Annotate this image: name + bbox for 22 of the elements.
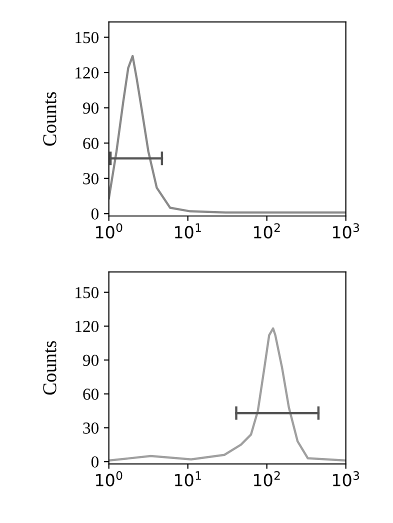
x-tick-label: 10$^{3}$ xyxy=(333,471,360,486)
y-tick-label: 150 xyxy=(76,32,99,44)
y-tick-label: 30 xyxy=(83,173,99,184)
y-tick-label: 150 xyxy=(76,286,99,298)
y-tick-label: 90 xyxy=(83,102,99,114)
x-tick-label: 10$^{2}$ xyxy=(254,471,280,486)
y-axis-title: Counts xyxy=(43,92,56,146)
y-axis-title: Counts xyxy=(43,341,56,395)
x-tick-label: 10$^{0}$ xyxy=(96,223,122,238)
x-tick-label: 10$^{1}$ xyxy=(175,471,201,486)
y-tick-label: 30 xyxy=(83,422,99,434)
y-tick-label: 0 xyxy=(91,208,99,220)
y-tick-label: 120 xyxy=(76,320,99,332)
y-tick-label: 60 xyxy=(83,388,99,400)
y-tick-label: 90 xyxy=(83,354,99,366)
y-tick-label: 0 xyxy=(91,456,99,468)
x-tick-label: 10$^{0}$ xyxy=(96,471,122,486)
y-tick-label: 60 xyxy=(83,138,99,150)
y-tick-label: 120 xyxy=(76,67,99,78)
x-tick-label: 10$^{1}$ xyxy=(175,223,201,239)
x-tick-label: 10$^{3}$ xyxy=(333,223,360,238)
x-tick-label: 10$^{2}$ xyxy=(254,223,280,238)
